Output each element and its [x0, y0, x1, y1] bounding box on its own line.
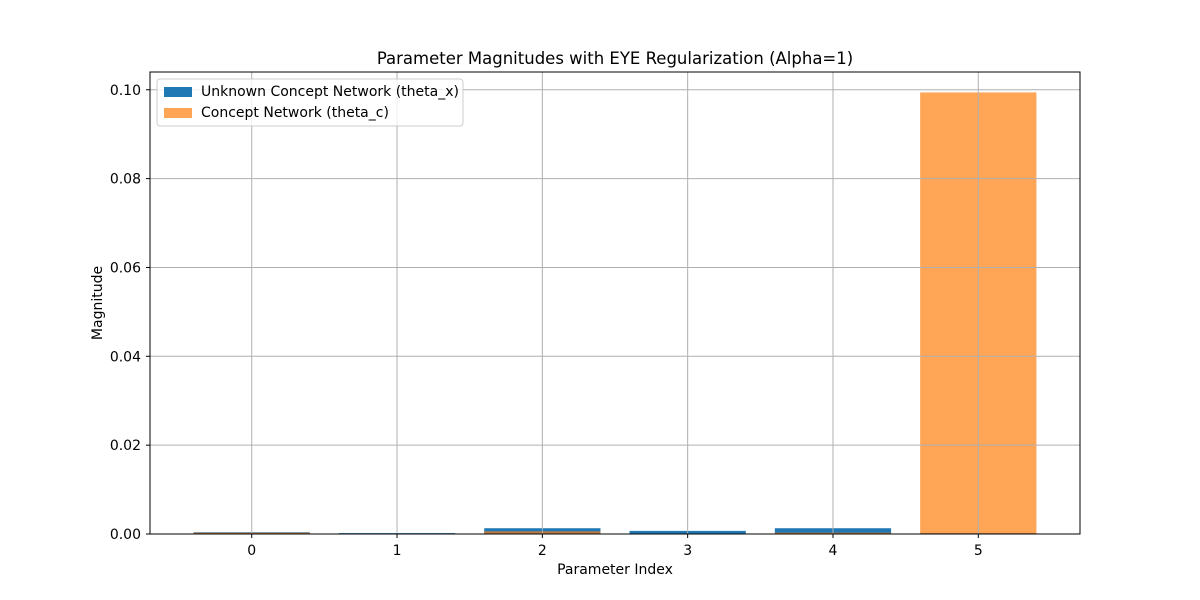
x-axis-label: Parameter Index [557, 562, 673, 578]
legend-label: Unknown Concept Network (theta_x) [201, 84, 459, 100]
x-tick-label: 4 [829, 543, 838, 559]
chart-title: Parameter Magnitudes with EYE Regulariza… [377, 49, 853, 68]
axis-ticks: 0 1 2 3 4 5 0.00 0.02 0.04 0.06 0.08 0.10 [110, 83, 983, 559]
x-tick-label: 2 [538, 543, 547, 559]
y-axis-label: Magnitude [90, 266, 106, 340]
x-tick-label: 0 [247, 543, 256, 559]
legend-label: Concept Network (theta_c) [201, 105, 389, 121]
y-tick-label: 0.10 [110, 83, 141, 99]
y-tick-label: 0.08 [110, 172, 141, 188]
x-tick-label: 1 [393, 543, 402, 559]
legend-box [156, 78, 464, 127]
legend: Unknown Concept Network (theta_x) Concept… [156, 78, 464, 127]
x-tick-label: 3 [683, 543, 692, 559]
legend-swatch [164, 108, 192, 118]
y-tick-label: 0.02 [110, 438, 141, 454]
legend-swatch [164, 87, 192, 97]
x-tick-label: 5 [974, 543, 983, 559]
y-tick-label: 0.00 [110, 527, 141, 543]
y-tick-label: 0.06 [110, 260, 141, 276]
y-tick-label: 0.04 [110, 349, 141, 365]
plot-frame [149, 71, 1081, 535]
